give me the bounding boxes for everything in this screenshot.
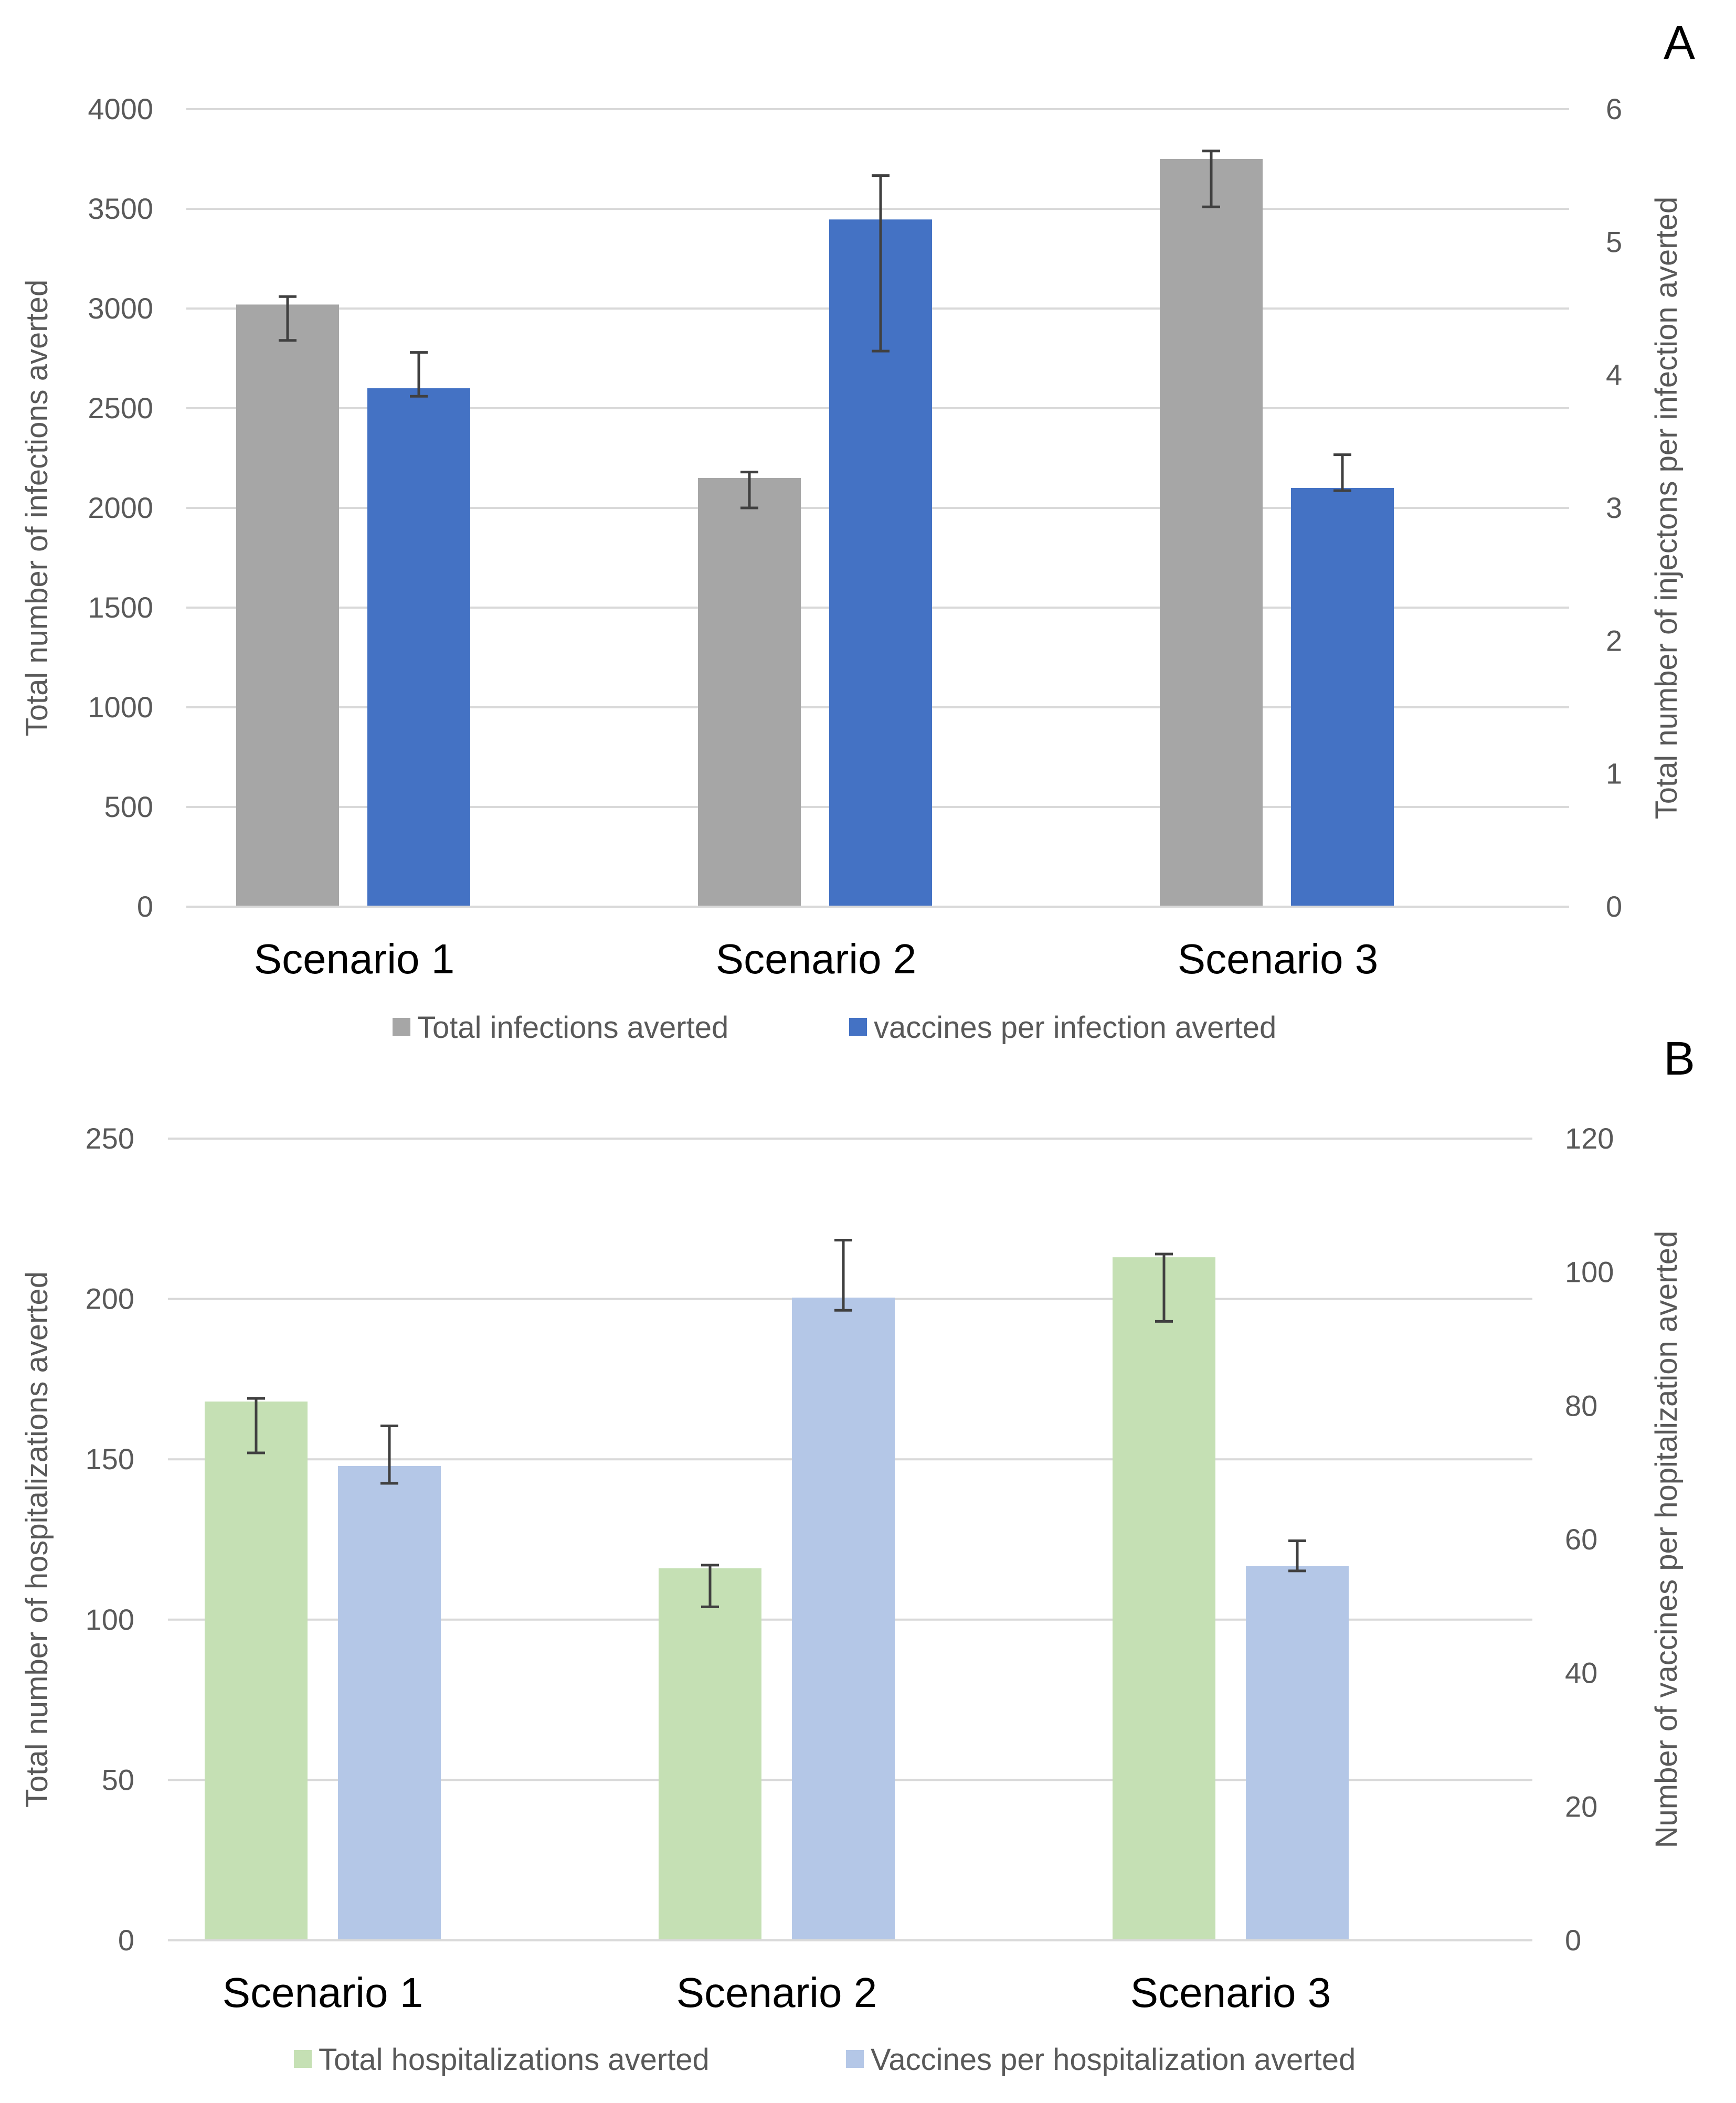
y2-tick-label: 1 xyxy=(1606,757,1622,790)
bar xyxy=(236,304,339,907)
y-axis-title: Total number of hospitalizations averted xyxy=(20,1271,54,1808)
y2-tick-label: 4 xyxy=(1606,358,1622,391)
legend-swatch xyxy=(849,1018,867,1036)
y2-tick-label: 40 xyxy=(1565,1656,1597,1690)
y2-tick-label: 80 xyxy=(1565,1389,1597,1422)
category-label: Scenario 2 xyxy=(716,936,916,982)
category-label: Scenario 3 xyxy=(1178,936,1378,982)
y-tick-label: 150 xyxy=(86,1442,134,1475)
y2-tick-label: 3 xyxy=(1606,491,1622,524)
category-label: Scenario 1 xyxy=(223,1969,423,2016)
bar xyxy=(1291,488,1394,907)
bar xyxy=(205,1401,308,1940)
category-label: Scenario 2 xyxy=(676,1969,877,2016)
y-tick-label: 2500 xyxy=(88,391,153,424)
panel-a: A 0 500 1000 1500 2000 2500 3000 3500 4000 0 1 2 3 4 5 6… xyxy=(20,17,1695,1045)
y-tick-label: 500 xyxy=(104,790,153,823)
legend-swatch xyxy=(846,2050,864,2068)
y-tick-label: 0 xyxy=(118,1924,134,1957)
y2-tick-label: 5 xyxy=(1606,225,1622,258)
bar xyxy=(1113,1257,1215,1940)
y2-axis-title: Number of vaccines per hopitalization av… xyxy=(1649,1231,1684,1849)
legend-label: Total infections averted xyxy=(417,1011,728,1045)
y2-axis-title: Total number of injectons per infection … xyxy=(1649,197,1684,819)
bar xyxy=(792,1298,895,1940)
y-axis-title: Total number of infections averted xyxy=(20,280,54,736)
bar xyxy=(698,478,801,907)
y-tick-label: 100 xyxy=(86,1603,134,1636)
legend-label: Vaccines per hospitalization averted xyxy=(871,2043,1356,2077)
y2-tick-label: 100 xyxy=(1565,1256,1614,1289)
panel-b: B 0 50 100 150 200 250 0 20 40 60 80 100 120 Total num… xyxy=(20,1033,1695,2077)
y2-tick-label: 120 xyxy=(1565,1122,1614,1155)
y-tick-label: 2000 xyxy=(88,491,153,524)
bar xyxy=(367,388,470,907)
y-tick-label: 200 xyxy=(86,1282,134,1315)
y-tick-label: 50 xyxy=(102,1763,134,1796)
panel-letter: A xyxy=(1664,17,1695,69)
y-tick-label: 250 xyxy=(86,1122,134,1155)
category-label: Scenario 3 xyxy=(1130,1969,1331,2016)
y2-tick-label: 0 xyxy=(1565,1924,1581,1957)
y-tick-label: 3500 xyxy=(88,192,153,225)
y2-tick-label: 0 xyxy=(1606,890,1622,923)
y-tick-label: 0 xyxy=(137,890,153,923)
bar xyxy=(1160,159,1263,907)
legend-label: Total hospitalizations averted xyxy=(319,2043,710,2077)
y2-tick-label: 2 xyxy=(1606,624,1622,657)
bar xyxy=(659,1568,761,1940)
y-tick-label: 4000 xyxy=(88,92,153,125)
panel-letter: B xyxy=(1664,1033,1695,1085)
bar xyxy=(338,1465,441,1940)
y2-tick-label: 20 xyxy=(1565,1790,1597,1823)
legend-swatch xyxy=(294,2050,312,2068)
y2-tick-label: 6 xyxy=(1606,92,1622,125)
legend-swatch xyxy=(393,1018,410,1036)
y-tick-label: 3000 xyxy=(88,292,153,325)
y-tick-label: 1000 xyxy=(88,691,153,724)
legend-label: vaccines per infection averted xyxy=(874,1011,1276,1045)
y2-tick-label: 60 xyxy=(1565,1523,1597,1556)
category-label: Scenario 1 xyxy=(254,936,454,982)
y-tick-label: 1500 xyxy=(88,591,153,624)
bar xyxy=(1246,1566,1349,1940)
